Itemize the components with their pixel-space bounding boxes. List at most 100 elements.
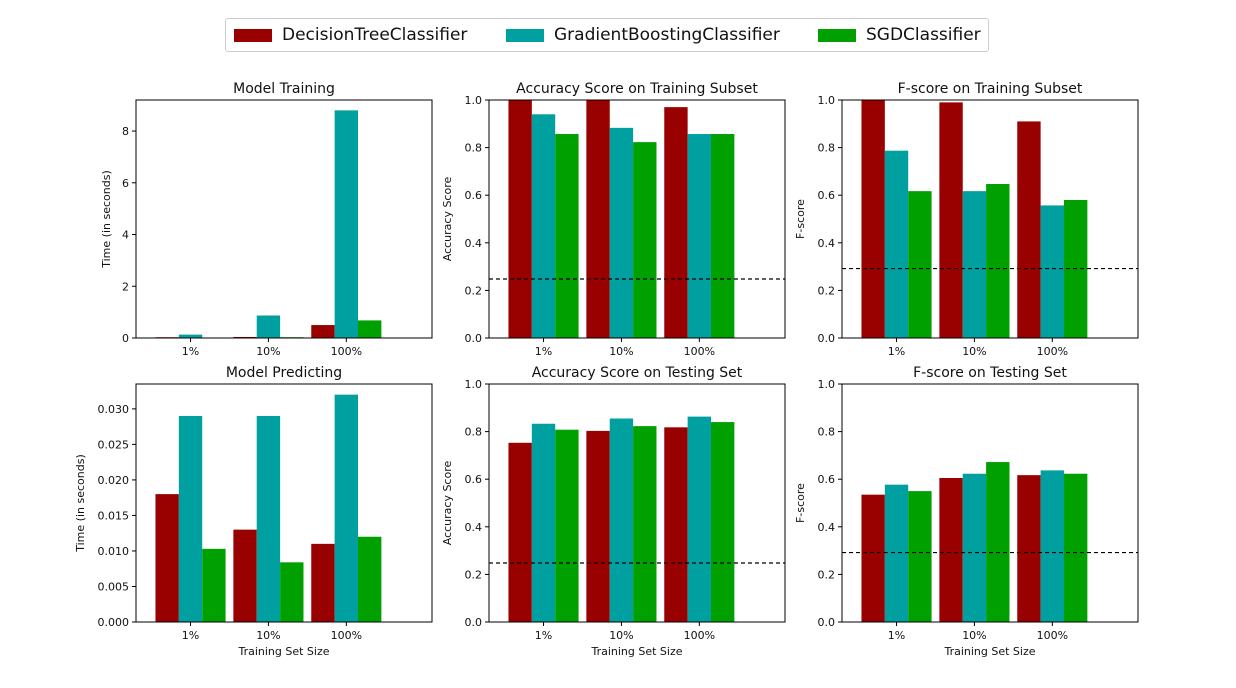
chart-4-bar-s1-c1 <box>155 494 179 622</box>
chart-4-bar-s3-c2 <box>280 562 304 622</box>
chart-2-bar-s2-c1 <box>531 114 556 338</box>
chart-5-ytick-label-1: 0.0 <box>465 616 483 629</box>
chart-1-ytick-label-4: 6 <box>122 177 129 190</box>
chart-3-ytick-label-2: 0.2 <box>818 284 836 297</box>
chart-1-ylabel: Time (in seconds) <box>100 170 113 269</box>
chart-6-bar-s2-c3 <box>1040 470 1064 622</box>
legend-label-decision-tree: DecisionTreeClassifier <box>282 25 468 45</box>
chart-6-ylabel: F-score <box>794 483 807 523</box>
chart-3-bar-s1-c3 <box>1017 121 1041 338</box>
chart-4-bar-s3-c1 <box>202 548 226 622</box>
chart-1-xtick-label-2: 10% <box>256 345 280 358</box>
chart-2-frame <box>488 99 786 339</box>
chart-4-bar-s1-c2 <box>233 529 257 622</box>
chart-1-bar-s2-c2 <box>256 315 281 338</box>
chart-3-xtick-label-3: 100% <box>1037 345 1068 358</box>
legend-label-sgd: SGDClassifier <box>866 25 981 45</box>
chart-1-bar-s1-c3 <box>311 325 335 338</box>
chart-5-ytick-label-3: 0.4 <box>465 521 483 534</box>
chart-3-bar-s1-c1 <box>861 100 885 338</box>
chart-6-bar-s1-c2 <box>939 478 963 622</box>
chart-4-title: Model Predicting <box>226 365 342 381</box>
chart-2-xtick-label-3: 100% <box>684 345 715 358</box>
chart-6-frame <box>841 383 1139 623</box>
legend-swatch-sgd <box>818 28 856 42</box>
chart-1-ytick-label-5: 8 <box>122 125 129 138</box>
chart-4-bar-s2-c3 <box>334 394 358 622</box>
chart-3-ytick-label-3: 0.4 <box>818 237 836 250</box>
chart-2-ytick-label-3: 0.4 <box>465 237 483 250</box>
chart-1-bar-s1-c2 <box>233 336 257 338</box>
chart-1-bar-s2-c1 <box>178 334 203 338</box>
chart-2-title: Accuracy Score on Training Subset <box>516 81 758 97</box>
chart-1-ytick-label-2: 2 <box>122 280 129 293</box>
chart-6-title: F-score on Testing Set <box>913 365 1067 381</box>
chart-4-ytick-label-1: 0.000 <box>98 616 130 629</box>
legend-item-sgd: SGDClassifier <box>818 19 981 51</box>
chart-4-ytick-label-4: 0.015 <box>98 509 130 522</box>
chart-6-xtick-label-3: 100% <box>1037 629 1068 642</box>
legend: DecisionTreeClassifier GradientBoostingC… <box>225 18 989 52</box>
chart-3-bar-s1-c2 <box>939 102 963 338</box>
chart-2-bar-s1-c2 <box>586 100 610 338</box>
chart-1-ytick-label-1: 0 <box>122 332 129 345</box>
chart-4-frame <box>135 383 433 623</box>
chart-3-bar-s3-c2 <box>986 184 1010 338</box>
chart-5-bar-s1-c3 <box>664 427 688 622</box>
chart-3-xtick-label-2: 10% <box>962 345 986 358</box>
chart-1-bar-s2-c3 <box>334 110 358 338</box>
chart-4-ytick-label-6: 0.025 <box>98 438 130 451</box>
chart-3-bar-s2-c3 <box>1040 205 1064 338</box>
chart-5-ytick-label-2: 0.2 <box>465 568 483 581</box>
chart-5-title: Accuracy Score on Testing Set <box>532 365 743 381</box>
chart-6-bar-s1-c1 <box>861 494 885 622</box>
chart-4-xtick-label-3: 100% <box>331 629 362 642</box>
chart-2-bar-s2-c3 <box>687 134 711 338</box>
chart-4-xlabel: Training Set Size <box>237 645 329 658</box>
chart-6-bar-s2-c1 <box>884 484 909 622</box>
chart-6-xtick-label-1: 1% <box>888 629 905 642</box>
chart-1-frame <box>135 99 433 339</box>
chart-6-bar-s3-c3 <box>1064 473 1088 622</box>
chart-3-ylabel: F-score <box>794 199 807 239</box>
chart-3-xtick-label-1: 1% <box>888 345 905 358</box>
chart-5-ytick-label-4: 0.6 <box>465 473 483 486</box>
chart-2-bar-s1-c3 <box>664 107 688 338</box>
chart-4-ytick-label-7: 0.030 <box>98 403 130 416</box>
chart-6-ytick-label-6: 1.0 <box>818 378 836 391</box>
chart-3-ytick-label-1: 0.0 <box>818 332 836 345</box>
chart-3-title: F-score on Training Subset <box>898 81 1083 97</box>
chart-2-ytick-label-5: 0.8 <box>465 142 483 155</box>
chart-3-bar-s2-c1 <box>884 150 909 338</box>
chart-6-ytick-label-3: 0.4 <box>818 521 836 534</box>
chart-1-xtick-label-3: 100% <box>331 345 362 358</box>
chart-2-bar-s3-c3 <box>711 134 735 338</box>
chart-5-ytick-label-5: 0.8 <box>465 426 483 439</box>
chart-5-bar-s3-c1 <box>555 429 579 622</box>
chart-1-bar-s3-c3 <box>358 320 382 338</box>
chart-2-bar-s1-c1 <box>508 100 532 338</box>
chart-5-bar-s3-c3 <box>711 422 735 622</box>
legend-swatch-decision-tree <box>234 28 272 42</box>
chart-2-ylabel: Accuracy Score <box>441 177 454 262</box>
chart-2-bar-s3-c2 <box>633 142 657 338</box>
chart-2-ytick-label-1: 0.0 <box>465 332 483 345</box>
chart-4-bar-s3-c3 <box>358 536 382 622</box>
chart-6-bar-s2-c2 <box>962 473 987 622</box>
chart-5-ylabel: Accuracy Score <box>441 461 454 546</box>
chart-5-bar-s1-c2 <box>586 430 610 622</box>
chart-5-xlabel: Training Set Size <box>590 645 682 658</box>
chart-2-ytick-label-6: 1.0 <box>465 94 483 107</box>
legend-swatch-gradient-boosting <box>506 28 544 42</box>
chart-1-title: Model Training <box>233 81 335 97</box>
chart-5-bar-s2-c1 <box>531 423 556 622</box>
chart-6-ytick-label-1: 0.0 <box>818 616 836 629</box>
chart-3-bar-s2-c2 <box>962 191 987 338</box>
chart-4-xtick-label-1: 1% <box>182 629 199 642</box>
chart-6-ytick-label-2: 0.2 <box>818 568 836 581</box>
chart-4-ytick-label-3: 0.010 <box>98 545 130 558</box>
chart-3-ytick-label-4: 0.6 <box>818 189 836 202</box>
chart-4-ytick-label-5: 0.020 <box>98 474 130 487</box>
chart-5-frame <box>488 383 786 623</box>
